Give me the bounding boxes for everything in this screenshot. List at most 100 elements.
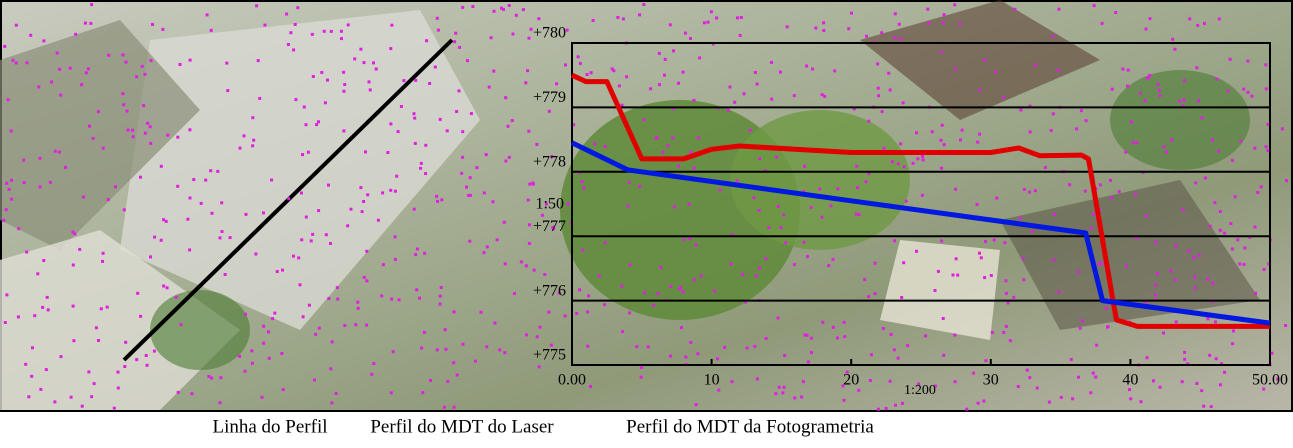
- point: [88, 125, 91, 128]
- point: [586, 310, 589, 313]
- point: [78, 248, 81, 251]
- point: [803, 165, 806, 168]
- point: [292, 255, 295, 258]
- point: [453, 310, 456, 313]
- point: [313, 379, 316, 382]
- point: [959, 22, 962, 25]
- point: [466, 59, 469, 62]
- point: [58, 68, 61, 71]
- point: [752, 196, 755, 199]
- point: [1200, 116, 1203, 119]
- point: [350, 208, 353, 211]
- point: [669, 285, 672, 288]
- point: [836, 336, 839, 339]
- point: [1031, 230, 1034, 233]
- point: [294, 23, 297, 26]
- point: [311, 233, 314, 236]
- point: [144, 132, 147, 135]
- point: [934, 289, 937, 292]
- point: [243, 134, 246, 137]
- point: [531, 182, 534, 185]
- point: [165, 220, 168, 223]
- point: [538, 365, 541, 368]
- point: [695, 403, 698, 406]
- point: [1154, 241, 1157, 244]
- point: [251, 144, 254, 147]
- point: [1101, 22, 1104, 25]
- point: [330, 401, 333, 404]
- point: [207, 375, 210, 378]
- point: [893, 239, 896, 242]
- point: [781, 391, 784, 394]
- point: [310, 239, 313, 242]
- point: [1217, 150, 1220, 153]
- point: [250, 349, 253, 352]
- point: [314, 333, 317, 336]
- point: [436, 200, 439, 203]
- point: [671, 136, 674, 139]
- figure: +775+776+777+778+779+7800.001020304050.0…: [0, 0, 1293, 443]
- point: [1085, 119, 1088, 122]
- point: [991, 331, 994, 334]
- point: [1260, 185, 1263, 188]
- point: [485, 153, 488, 156]
- point: [53, 400, 56, 403]
- point: [24, 363, 27, 366]
- point: [69, 67, 72, 70]
- point: [114, 185, 117, 188]
- point: [1111, 88, 1114, 91]
- point: [368, 80, 371, 83]
- point: [533, 269, 536, 272]
- point: [113, 407, 116, 410]
- point: [1017, 385, 1020, 388]
- point: [394, 235, 397, 238]
- point: [135, 75, 138, 78]
- point: [456, 374, 459, 377]
- point: [856, 186, 859, 189]
- point: [592, 19, 595, 22]
- point: [1158, 94, 1161, 97]
- point: [822, 21, 825, 24]
- point: [458, 89, 461, 92]
- point: [139, 176, 142, 179]
- point: [805, 65, 808, 68]
- point: [493, 10, 496, 13]
- point: [146, 364, 149, 367]
- point: [1183, 79, 1186, 82]
- point: [1095, 344, 1098, 347]
- point: [1105, 307, 1108, 310]
- point: [225, 62, 228, 65]
- point: [5, 293, 8, 296]
- point: [273, 312, 276, 315]
- point: [754, 71, 757, 74]
- point: [1125, 265, 1128, 268]
- point: [420, 347, 423, 350]
- point: [329, 242, 332, 245]
- point: [31, 346, 34, 349]
- point: [331, 340, 334, 343]
- point: [1097, 262, 1100, 265]
- point: [139, 315, 142, 318]
- point: [504, 262, 507, 265]
- point: [940, 239, 943, 242]
- point: [528, 183, 531, 186]
- point: [29, 34, 32, 37]
- point: [429, 379, 432, 382]
- point: [741, 273, 744, 276]
- point: [1200, 389, 1203, 392]
- point: [625, 75, 628, 78]
- point: [684, 356, 687, 359]
- point: [522, 8, 525, 11]
- point: [92, 137, 95, 140]
- point: [555, 82, 558, 85]
- point: [1048, 401, 1051, 404]
- point: [818, 188, 821, 191]
- point: [890, 333, 893, 336]
- point: [255, 4, 258, 7]
- point: [777, 317, 780, 320]
- point: [483, 191, 486, 194]
- point: [756, 83, 759, 86]
- point: [1265, 87, 1268, 90]
- point: [372, 362, 375, 365]
- y-scale-label: 1:50: [536, 196, 564, 213]
